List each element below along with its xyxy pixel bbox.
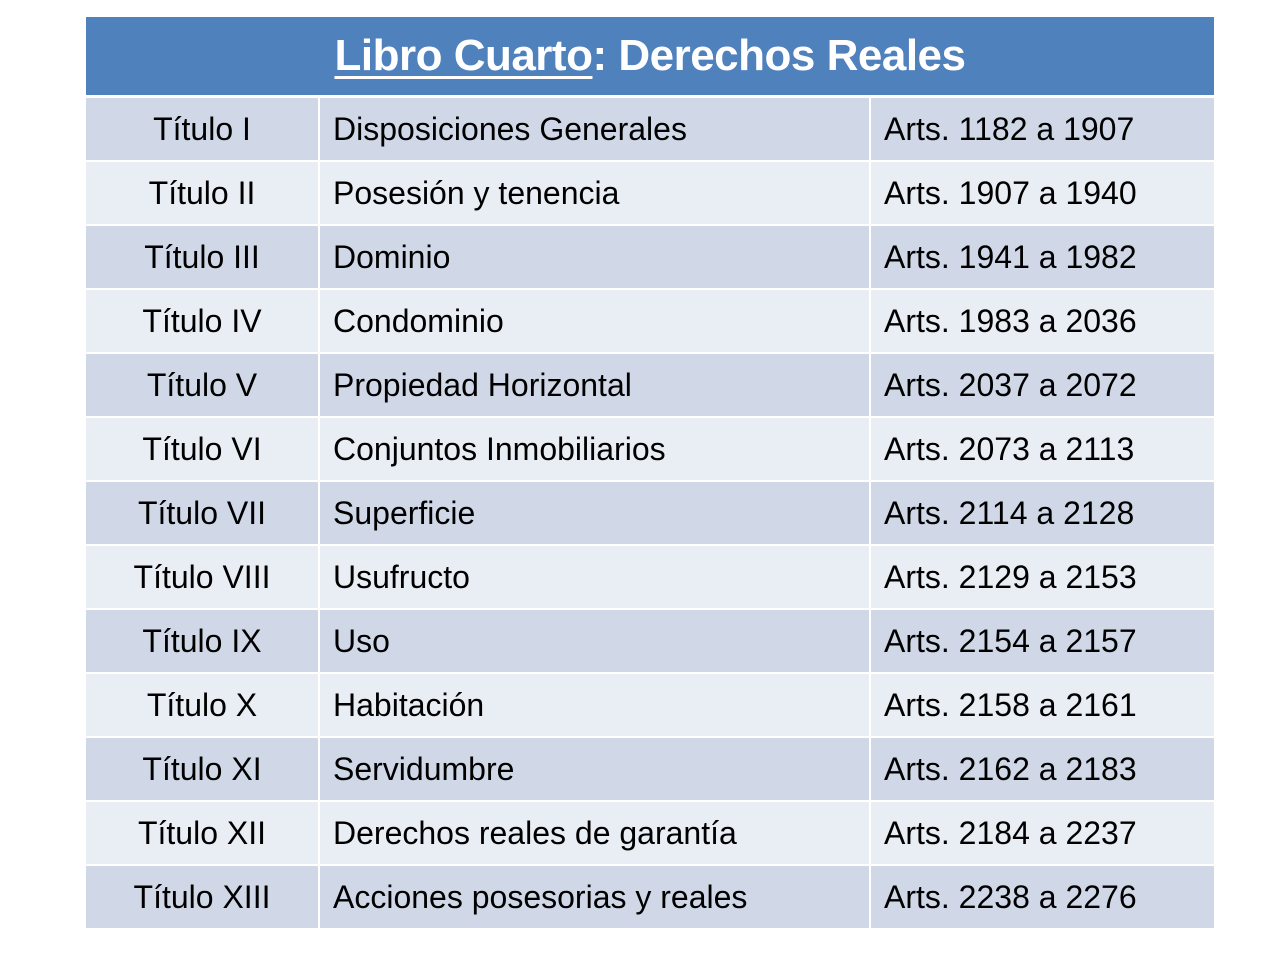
arts-cell: Arts. 1941 a 1982 [884, 238, 1137, 275]
arts-cell: Arts. 2154 a 2157 [884, 622, 1137, 659]
derechos-reales-table: Libro Cuarto: Derechos Reales Título I Di… [86, 17, 1214, 930]
titulo-cell: Título XI [86, 738, 320, 800]
table-row: Título X Habitación Arts. 2158 a 2161 [86, 674, 1214, 738]
table-row: Título XI Servidumbre Arts. 2162 a 2183 [86, 738, 1214, 802]
arts-cell: Arts. 2238 a 2276 [884, 878, 1137, 915]
nombre-cell: Uso [320, 610, 871, 672]
nombre-cell: Usufructo [320, 546, 871, 608]
arts-cell: Arts. 2158 a 2161 [884, 686, 1137, 723]
titulo-cell: Título IX [86, 610, 320, 672]
table-row: Título II Posesión y tenencia Arts. 1907 a… [86, 162, 1214, 226]
titulo-cell: Título VIII [86, 546, 320, 608]
nombre-cell: Conjuntos Inmobiliarios [320, 418, 871, 480]
titulo-cell: Título IV [86, 290, 320, 352]
arts-cell: Arts. 2162 a 2183 [884, 750, 1137, 787]
titulo-cell: Título I [86, 98, 320, 160]
nombre-cell: Superficie [320, 482, 871, 544]
titulo-cell: Título VII [86, 482, 320, 544]
titulo-cell: Título X [86, 674, 320, 736]
titulo-cell: Título XII [86, 802, 320, 864]
title-underlined: Libro Cuarto [334, 31, 593, 80]
table-body: Título I Disposiciones Generales Arts. 118… [86, 98, 1214, 930]
arts-cell: Arts. 1182 a 1907 [884, 110, 1135, 147]
nombre-cell: Dominio [320, 226, 871, 288]
nombre-cell: Condominio [320, 290, 871, 352]
titulo-cell: Título XIII [86, 866, 320, 928]
arts-cell: Arts. 1983 a 2036 [884, 302, 1137, 339]
arts-cell: Arts. 2184 a 2237 [884, 814, 1137, 851]
nombre-cell: Acciones posesorias y reales [320, 866, 871, 928]
titulo-cell: Título III [86, 226, 320, 288]
table-header-title: Libro Cuarto: Derechos Reales [86, 17, 1214, 98]
table-row: Título I Disposiciones Generales Arts. 118… [86, 98, 1214, 162]
nombre-cell: Propiedad Horizontal [320, 354, 871, 416]
titulo-cell: Título VI [86, 418, 320, 480]
table-row: Título XII Derechos reales de garantía Art… [86, 802, 1214, 866]
arts-cell: Arts. 1907 a 1940 [884, 174, 1137, 211]
table-row: Título XIII Acciones posesorias y reales A… [86, 866, 1214, 930]
table-row: Título VI Conjuntos Inmobiliarios Arts. 20… [86, 418, 1214, 482]
titulo-cell: Título V [86, 354, 320, 416]
table-row: Título VII Superficie Arts. 2114 a 2128 [86, 482, 1214, 546]
table-row: Título V Propiedad Horizontal Arts. 2037 a… [86, 354, 1214, 418]
table-row: Título VIII Usufructo Arts. 2129 a 2153 [86, 546, 1214, 610]
nombre-cell: Disposiciones Generales [320, 98, 871, 160]
arts-cell: Arts. 2114 a 2128 [884, 494, 1135, 531]
arts-cell: Arts. 2037 a 2072 [884, 366, 1137, 403]
arts-cell: Arts. 2129 a 2153 [884, 558, 1137, 595]
title-rest: : Derechos Reales [592, 31, 966, 80]
nombre-cell: Servidumbre [320, 738, 871, 800]
table-row: Título IX Uso Arts. 2154 a 2157 [86, 610, 1214, 674]
nombre-cell: Habitación [320, 674, 871, 736]
nombre-cell: Posesión y tenencia [320, 162, 871, 224]
arts-cell: Arts. 2073 a 2113 [884, 430, 1135, 467]
table-row: Título IV Condominio Arts. 1983 a 2036 [86, 290, 1214, 354]
nombre-cell: Derechos reales de garantía [320, 802, 871, 864]
titulo-cell: Título II [86, 162, 320, 224]
table-row: Título III Dominio Arts. 1941 a 1982 [86, 226, 1214, 290]
